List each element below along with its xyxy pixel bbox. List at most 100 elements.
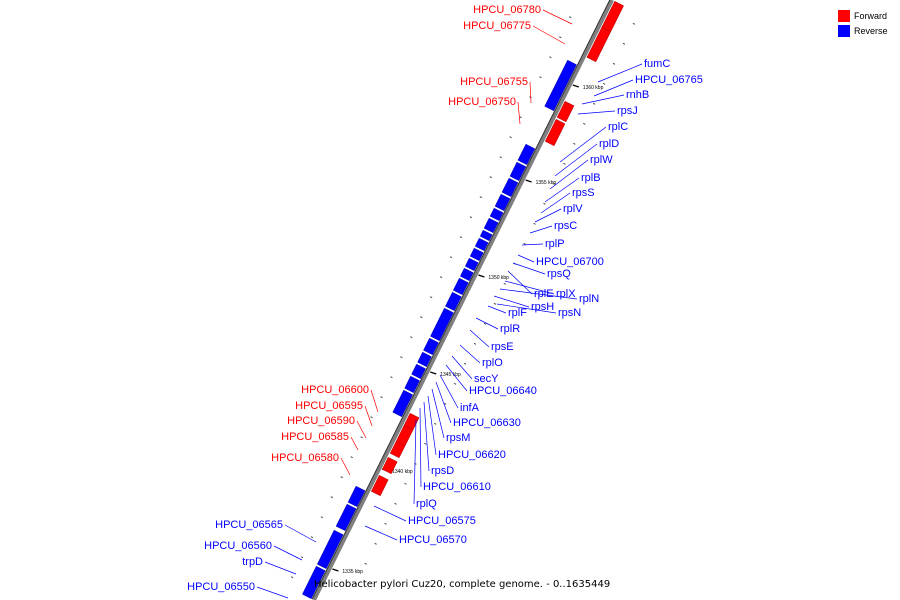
reverse-gene-feature[interactable] [469,247,484,262]
reverse-leader-line [544,177,580,203]
minor-tick [360,436,363,439]
legend: Forward Reverse [838,10,888,37]
forward-gene-feature[interactable] [586,26,612,63]
minor-tick [429,296,433,299]
reverse-gene-label: HPCU_06620 [438,449,506,461]
minor-tick [569,16,572,19]
minor-tick [380,396,383,399]
reverse-gene-feature[interactable] [335,503,357,532]
reverse-gene-feature[interactable] [302,565,326,600]
minor-tick [390,376,393,379]
forward-leader-line [517,101,521,125]
minor-tick [370,416,373,419]
reverse-gene-feature[interactable] [509,161,527,182]
reverse-gene-feature[interactable] [404,375,420,394]
reverse-leader-line [540,192,571,214]
reverse-gene-feature[interactable] [459,267,474,282]
minor-tick [549,56,552,59]
reverse-gene-feature[interactable] [392,389,413,418]
reverse-leader-line [499,288,578,300]
reverse-gene-label: rplQ [416,498,437,510]
minor-tick [384,522,387,525]
reverse-gene-label: rplE [534,288,554,300]
reverse-gene-label: rplR [500,323,520,335]
reverse-gene-label: fumC [644,58,670,70]
minor-tick [439,276,443,279]
reverse-gene-feature[interactable] [483,217,499,234]
reverse-gene-label: rpsJ [617,105,638,117]
reverse-gene-feature[interactable] [474,237,489,252]
minor-tick [533,222,536,225]
reverse-gene-feature[interactable] [347,485,366,508]
minor-tick [509,136,512,139]
minor-tick [473,342,477,345]
reverse-gene-label: rnhB [626,89,649,101]
reverse-gene-label: rplF [508,307,527,319]
reverse-leader-line [459,344,481,364]
reverse-leader-line [534,208,562,223]
reverse-gene-feature[interactable] [316,529,344,570]
forward-gene-feature[interactable] [556,100,575,123]
reverse-leader-line [373,505,407,522]
minor-tick [434,422,437,425]
gene-labels: HPCU_06780 HPCU_06775 HPCU_06755 HPCU_06750… [187,4,703,593]
reverse-gene-feature[interactable] [517,143,536,166]
genome-backbone [311,0,614,600]
reverse-gene-feature[interactable] [417,351,432,368]
reverse-gene-feature[interactable] [452,277,469,296]
forward-gene-label: HPCU_06590 [287,415,355,427]
forward-leader-line [340,457,351,476]
label-leader-lines [256,9,643,599]
reverse-gene-feature[interactable] [430,307,454,342]
reverse-gene-feature[interactable] [411,363,426,380]
minor-tick [354,582,357,585]
minor-tick [453,382,457,385]
reverse-gene-feature[interactable] [489,207,504,222]
forward-gene-feature[interactable] [544,118,566,147]
forward-leader-line [370,389,379,413]
reverse-gene-feature[interactable] [501,177,519,198]
reverse-gene-feature[interactable] [479,229,493,242]
reverse-gene-label: HPCU_06560 [204,540,272,552]
minor-tick [394,502,397,505]
forward-gene-feature[interactable] [381,456,398,475]
minor-tick [573,142,576,145]
reverse-gene-feature[interactable] [494,193,511,212]
reverse-leader-line [427,395,437,456]
minor-tick [320,516,324,519]
reverse-leader-line [487,305,507,314]
minor-tick [622,42,626,45]
reverse-gene-label: rpsN [558,307,581,319]
reverse-gene-feature[interactable] [423,337,439,356]
reverse-leader-line [549,159,589,190]
legend-forward-swatch [838,10,850,22]
forward-leader-line [350,436,359,451]
minor-tick [424,442,427,445]
forward-gene-label: HPCU_06755 [460,76,528,88]
kbp-tick-mark [332,568,339,572]
reverse-gene-feature[interactable] [544,89,562,112]
minor-tick [449,256,453,259]
reverse-gene-label: HPCU_06570 [399,534,467,546]
reverse-leader-line [419,407,422,488]
reverse-gene-feature[interactable] [464,257,479,272]
reverse-leader-line [517,254,535,263]
reverse-leader-line [413,419,417,505]
minor-tick [364,562,367,565]
reverse-gene-label: rpsH [531,301,554,313]
minor-tick [493,302,497,305]
forward-gene-feature[interactable] [370,474,389,497]
forward-gene-label: HPCU_06585 [281,431,349,443]
reverse-leader-line [364,525,398,541]
kbp-tick-label: 1355 kbp [536,180,557,186]
minor-tick [404,482,407,485]
minor-tick [559,36,562,39]
reverse-leader-line [577,110,616,115]
reverse-gene-label: rpsS [572,187,595,199]
forward-leader-line [364,405,373,427]
reverse-gene-label: rpsE [491,341,514,353]
reverse-leader-line [559,126,607,163]
forward-gene-feature[interactable] [389,440,406,459]
minor-tick [310,536,314,539]
reverse-gene-feature[interactable] [445,291,462,312]
